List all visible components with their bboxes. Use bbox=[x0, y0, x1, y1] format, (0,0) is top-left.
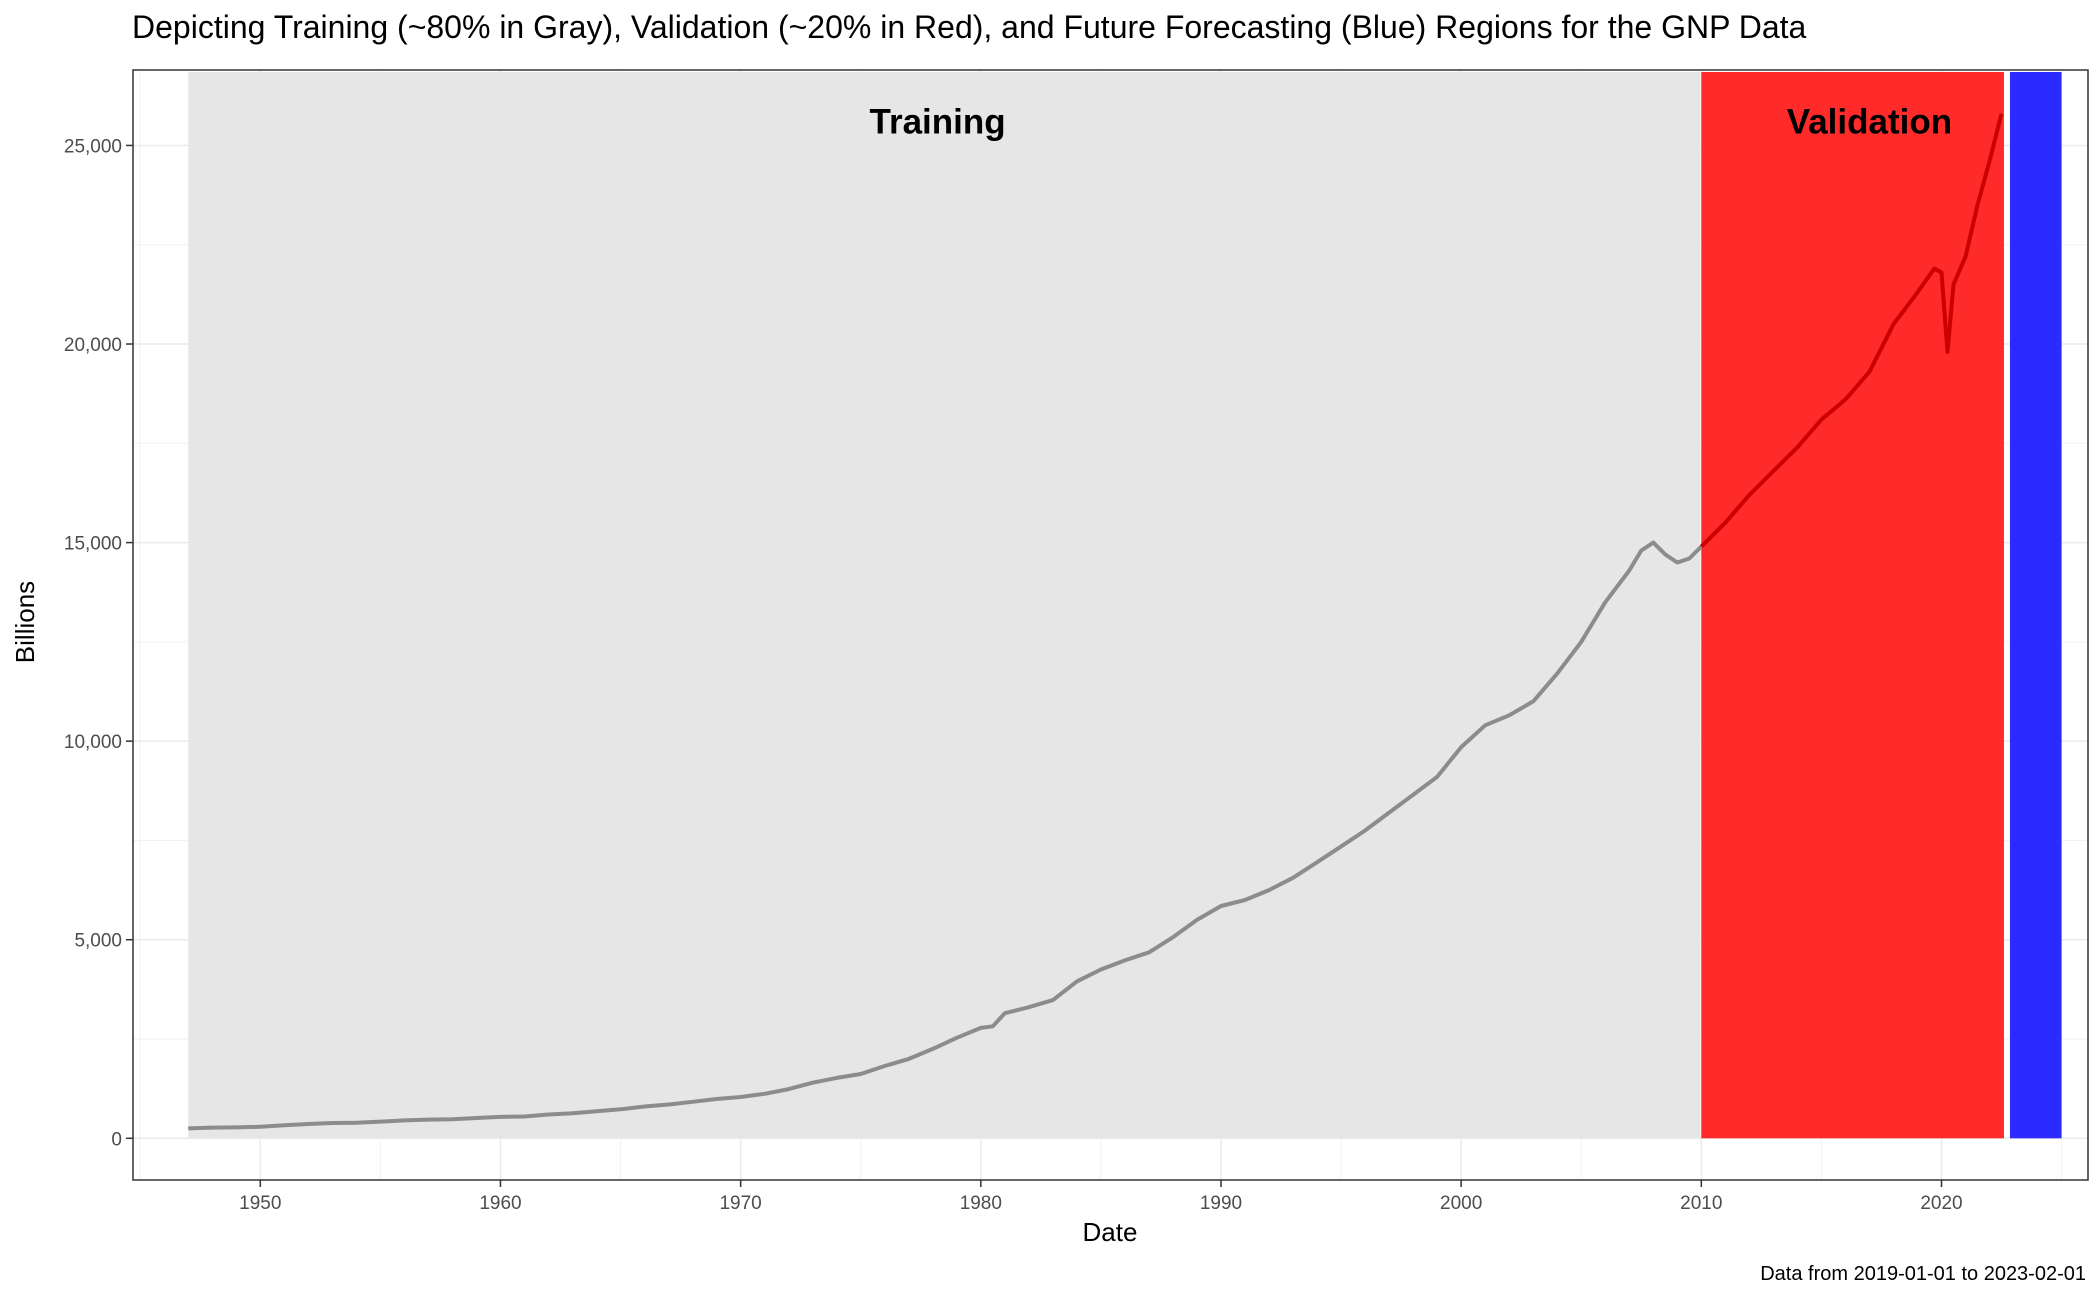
region-labels: Training Validation bbox=[870, 103, 1953, 142]
y-tick-label: 0 bbox=[111, 1129, 122, 1150]
x-axis-title: Date bbox=[1083, 1217, 1138, 1247]
y-tick-label: 10,000 bbox=[64, 732, 122, 753]
caption: Data from 2019-01-01 to 2023-02-01 bbox=[1760, 1263, 2086, 1285]
y-tick-label: 25,000 bbox=[64, 136, 122, 157]
y-axis-title: Billions bbox=[10, 581, 40, 663]
region-band-training bbox=[188, 71, 1701, 1139]
x-tick-label: 2020 bbox=[1920, 1193, 1962, 1214]
validation-series-line bbox=[1699, 113, 2004, 549]
region-band-validation bbox=[1701, 71, 2004, 1139]
x-tick-label: 2010 bbox=[1680, 1193, 1722, 1214]
panel-border bbox=[132, 69, 2089, 1181]
region-bands bbox=[188, 71, 2062, 1139]
x-tick-label: 1980 bbox=[960, 1193, 1002, 1214]
y-tick-label: 15,000 bbox=[64, 534, 122, 555]
x-tick-label: 1990 bbox=[1200, 1193, 1242, 1214]
series-lines bbox=[188, 113, 2004, 1131]
x-tick-label: 1960 bbox=[479, 1193, 521, 1214]
x-axis-ticks: 1950 1960 1970 1980 1990 2000 2010 2020 bbox=[239, 1180, 1963, 1214]
x-tick-label: 1950 bbox=[239, 1193, 281, 1214]
y-tick-label: 5,000 bbox=[74, 931, 122, 952]
training-series-line bbox=[188, 540, 1703, 1131]
region-label-validation: Validation bbox=[1787, 103, 1952, 142]
x-tick-label: 1970 bbox=[719, 1193, 761, 1214]
y-tick-label: 20,000 bbox=[64, 335, 122, 356]
chart-title: Depicting Training (~80% in Gray), Valid… bbox=[132, 9, 1807, 45]
y-axis-ticks: 0 5,000 10,000 15,000 20,000 25,000 bbox=[64, 136, 133, 1150]
region-band-forecast bbox=[2009, 71, 2062, 1139]
x-tick-label: 2000 bbox=[1440, 1193, 1482, 1214]
region-label-training: Training bbox=[870, 103, 1006, 142]
